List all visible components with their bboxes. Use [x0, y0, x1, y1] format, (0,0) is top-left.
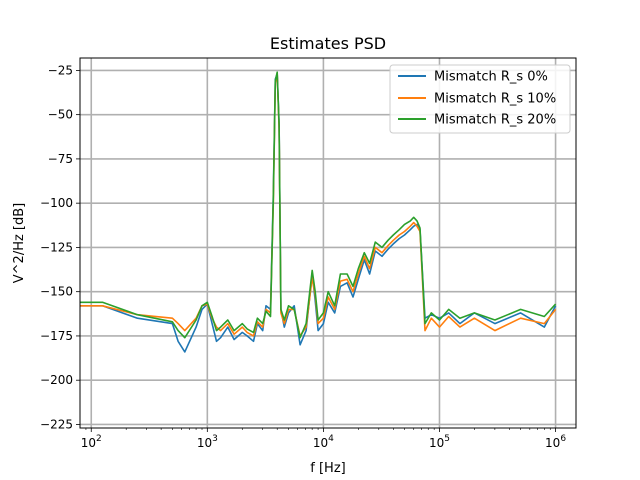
y-tick-label: −25: [48, 63, 73, 77]
x-tick-label: 102: [81, 434, 102, 450]
x-tick-label: 105: [429, 434, 450, 450]
y-tick-label: −225: [40, 417, 73, 431]
x-tick-label: 103: [197, 434, 218, 450]
legend: Mismatch R_s 0% Mismatch R_s 10% Mismatc…: [389, 64, 571, 134]
series-line-1: [80, 73, 557, 337]
ticks: 102 103 104 105 106 −25 −50 −75 −100 −125 −150 −175…: [40, 63, 566, 450]
y-axis-label: V^2/Hz [dB]: [12, 203, 27, 283]
y-tick-label: −75: [48, 152, 73, 166]
series-line-2: [80, 71, 557, 339]
y-tick-label: −100: [40, 196, 73, 210]
y-tick-label: −50: [48, 108, 73, 122]
y-tick-label: −150: [40, 285, 73, 299]
series-layer: [80, 71, 557, 353]
y-tick-label: −175: [40, 329, 73, 343]
y-tick-label: −125: [40, 240, 73, 254]
legend-label-1: Mismatch R_s 10%: [434, 92, 556, 107]
legend-label-2: Mismatch R_s 20%: [434, 113, 556, 128]
legend-label-0: Mismatch R_s 0%: [434, 70, 548, 85]
legend-box: [389, 64, 571, 134]
x-tick-label: 106: [545, 434, 566, 450]
chart-title: Estimates PSD: [270, 34, 386, 53]
plot-frame: [79, 57, 577, 429]
x-tick-label: 104: [313, 434, 334, 450]
y-tick-label: −200: [40, 373, 73, 387]
x-axis-label: f [Hz]: [310, 461, 345, 476]
